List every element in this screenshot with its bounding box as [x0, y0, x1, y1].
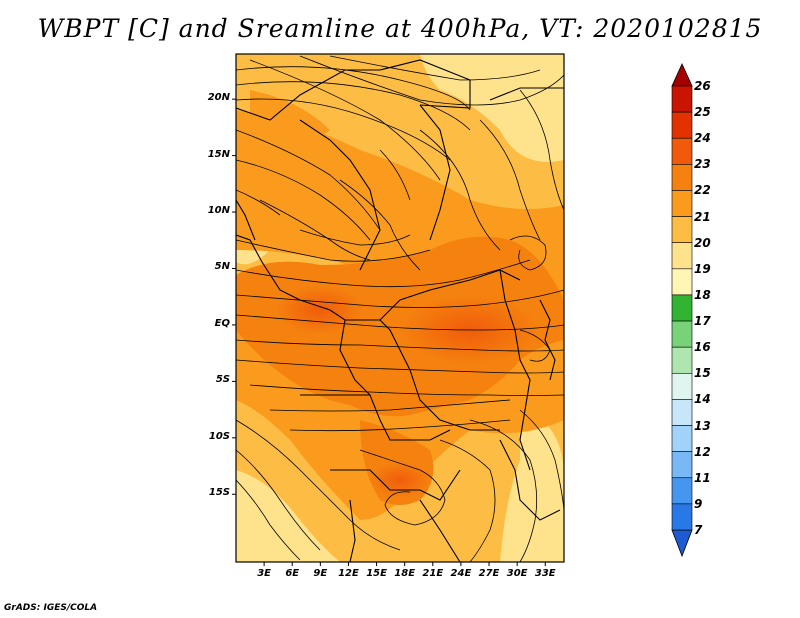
- colorbar-swatch: [671, 425, 693, 452]
- colorbar-label: 7: [694, 523, 703, 537]
- colorbar-label: 25: [694, 105, 711, 120]
- country-borders: [236, 59, 564, 562]
- lat-tick-label: 20N: [207, 92, 230, 104]
- lat-tick-label: 5N: [214, 261, 230, 273]
- lat-tick-label: 10S: [208, 430, 230, 442]
- colorbar-swatch: [671, 190, 693, 217]
- colorbar-label: 24: [694, 131, 711, 146]
- colorbar-label: 15: [694, 366, 711, 381]
- map-frame: [235, 53, 565, 563]
- colorbar-swatch: [671, 451, 693, 479]
- colorbar-swatch: [671, 216, 693, 244]
- colorbar-top-arrow: [671, 63, 693, 87]
- lat-tick-label: EQ: [214, 317, 230, 329]
- lon-tick-label: 24E: [450, 568, 472, 579]
- lon-tick-label: 15E: [366, 568, 387, 579]
- lon-tick-label: 18E: [394, 568, 416, 579]
- lon-tick-label: 27E: [478, 568, 500, 579]
- colorbar-swatch: [671, 268, 693, 296]
- lat-tick-label: 15S: [208, 487, 230, 499]
- colorbar-swatch: [671, 242, 693, 270]
- lon-tick-label: 30E: [506, 568, 528, 579]
- colorbar-label: 9: [694, 496, 703, 511]
- colorbar-label: 11: [694, 470, 711, 485]
- lon-tick-label: 21E: [422, 568, 444, 579]
- colorbar-swatch: [671, 85, 693, 113]
- lon-tick-label: 9E: [313, 568, 328, 579]
- colorbar-label: 22: [694, 183, 711, 198]
- colorbar-swatch: [671, 346, 693, 374]
- colorbar-bottom-arrow: [671, 529, 693, 558]
- colorbar-swatch: [671, 111, 693, 139]
- streamlines: [236, 55, 564, 562]
- colorbar-label: 20: [694, 235, 711, 250]
- lon-tick-label: 6E: [285, 568, 300, 579]
- lat-tick-label: 15N: [207, 148, 230, 160]
- colorbar-label: 21: [694, 209, 711, 224]
- colorbar-swatch: [671, 320, 693, 348]
- colorbar-label: 16: [694, 340, 711, 355]
- colorbar-label: 18: [694, 287, 711, 302]
- colorbar-label: 23: [694, 157, 711, 172]
- colorbar-swatch: [671, 137, 693, 165]
- colorbar-label: 13: [694, 418, 711, 433]
- colorbar-swatch: [671, 294, 693, 322]
- colorbar-label: 14: [694, 392, 711, 407]
- lat-tick-label: 5S: [215, 374, 230, 386]
- colorbar-swatch: [671, 399, 693, 426]
- colorbar-label: 19: [694, 261, 711, 276]
- colorbar-label: 17: [694, 314, 711, 329]
- lon-tick-label: 12E: [338, 568, 359, 579]
- lon-tick-label: 33E: [534, 568, 556, 579]
- colorbar-swatch: [671, 372, 693, 400]
- colorbar-label: 12: [694, 444, 711, 459]
- colorbar-swatch: [671, 164, 693, 191]
- axis-ticks: [232, 98, 546, 566]
- chart-title: WBPT [C] and Sreamline at 400hPa, VT: 20…: [37, 14, 763, 43]
- lon-tick-label: 3E: [257, 568, 271, 579]
- credit-text: GrADS: IGES/COLA: [4, 603, 98, 613]
- colorbar-label: 26: [694, 79, 711, 93]
- colorbar-swatch: [671, 503, 693, 531]
- colorbar: [671, 63, 693, 558]
- colorbar-swatch: [671, 477, 693, 505]
- lat-tick-label: 10N: [207, 205, 230, 217]
